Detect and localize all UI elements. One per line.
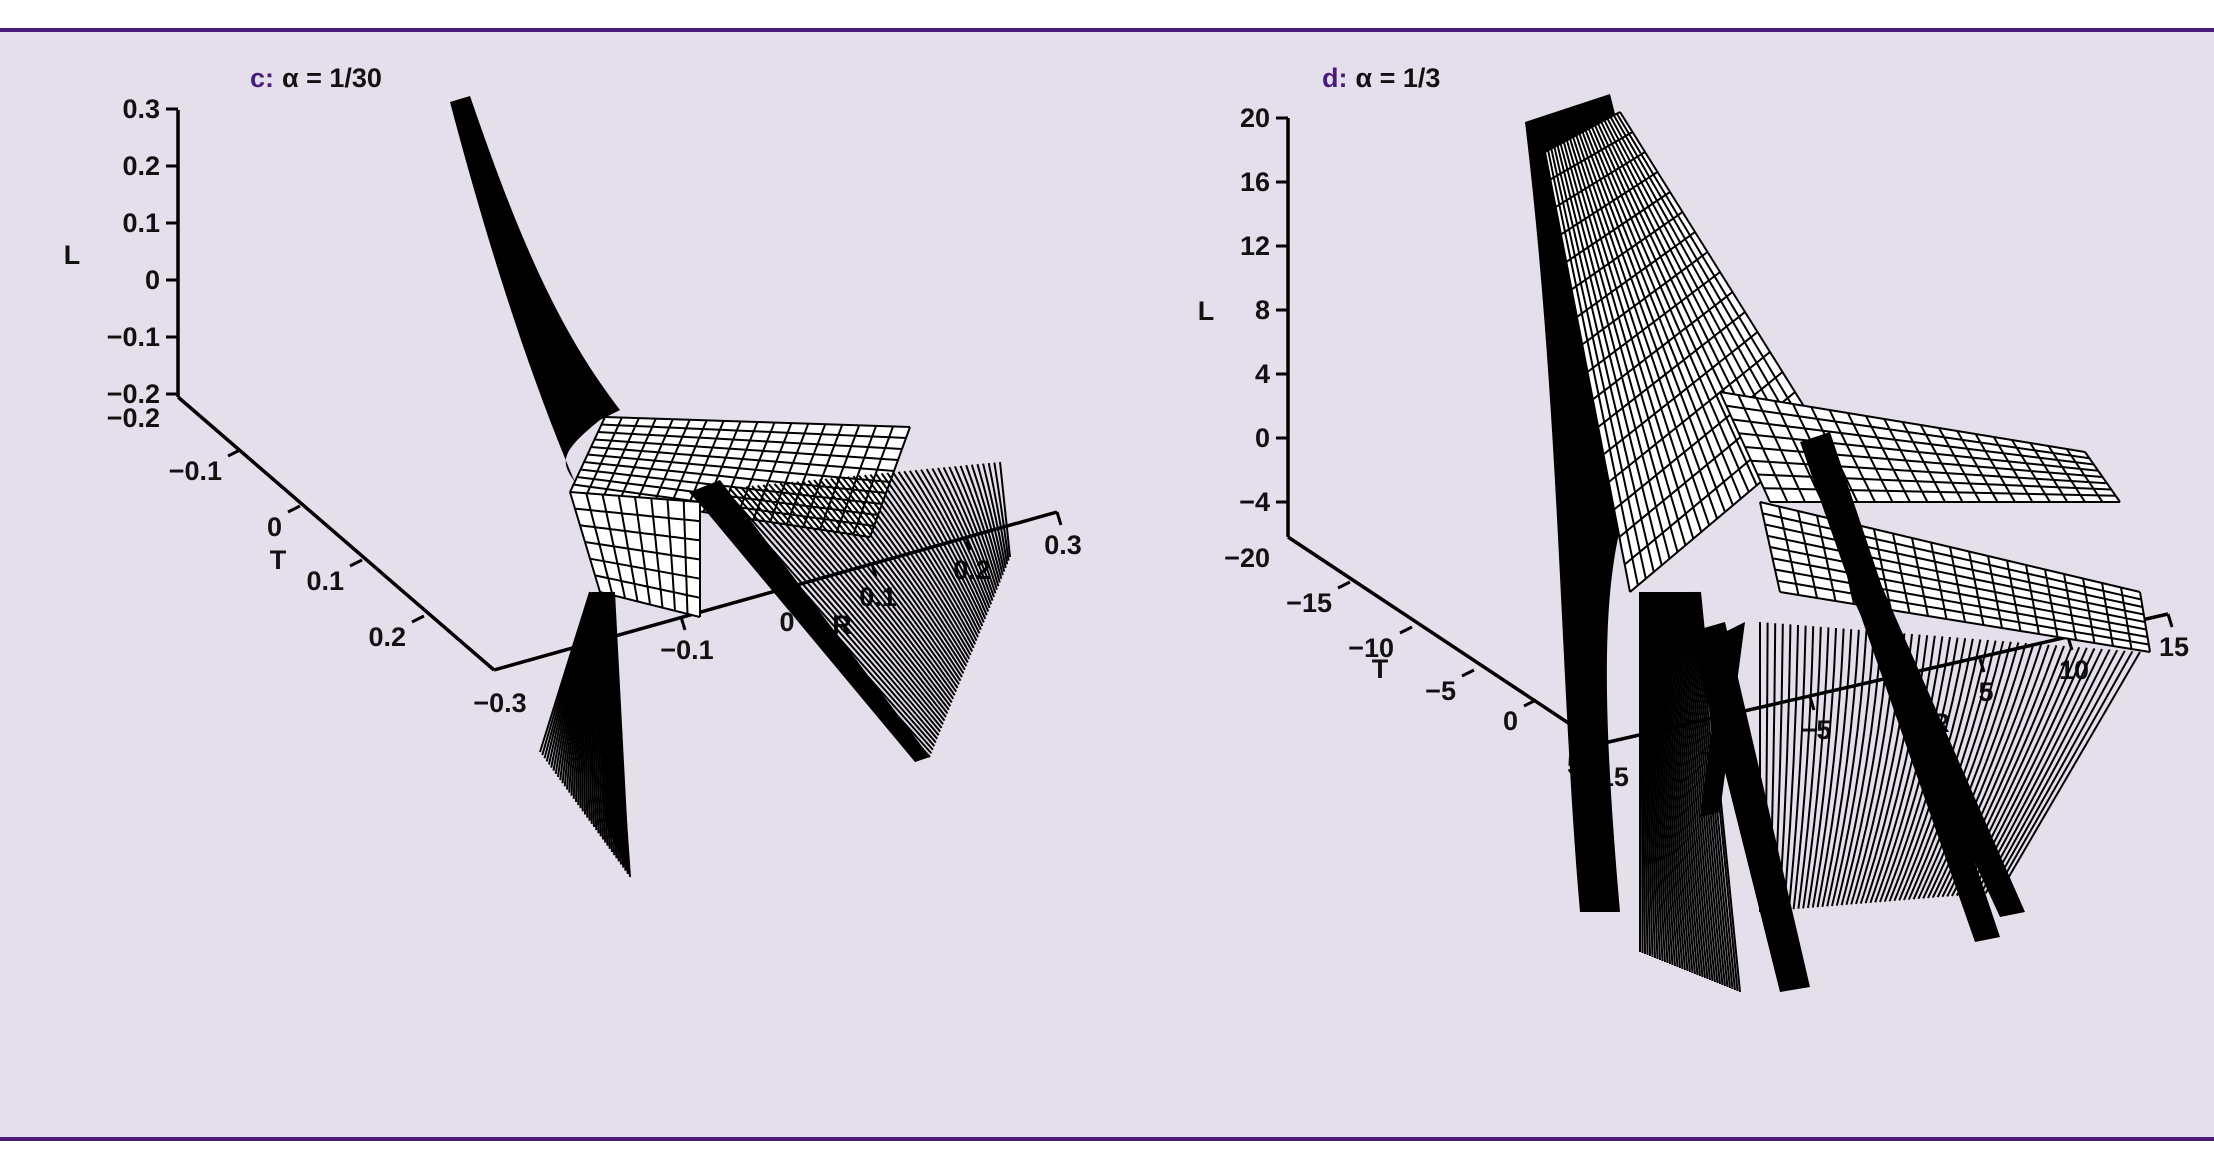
l-tick-label: −0.1: [107, 322, 160, 352]
t-tick-label: −0.2: [107, 403, 160, 433]
r-tick-label: 15: [2159, 632, 2189, 662]
panel-label: d:: [1322, 63, 1347, 93]
chart-c: c: α = 1/30 0.3 0.2 0.1 0 −0.1 −0.2 L −0.2 −0.1 0 0.…: [64, 63, 1082, 878]
l-tick-label: 0: [1255, 423, 1270, 453]
t-tick-label: −15: [1286, 588, 1332, 618]
surface-funnel: [1544, 111, 1821, 593]
surface-left-edge: [592, 592, 630, 877]
l-tick-label: 16: [1240, 167, 1270, 197]
alpha-value: α = 1/30: [282, 63, 382, 93]
l-tick-label: −4: [1239, 487, 1270, 517]
alpha-value: α = 1/3: [1355, 63, 1440, 93]
surface-right-edge: [690, 480, 930, 762]
t-tick-label: −5: [1425, 676, 1456, 706]
r-tick-label: 0.3: [1044, 530, 1082, 560]
t-axis-line: [1287, 535, 1601, 746]
t-tick-label: −10: [1348, 633, 1394, 663]
l-axis-label: L: [64, 240, 81, 270]
l-tick-label: 20: [1240, 103, 1270, 133]
l-tick-label: 0.3: [122, 94, 160, 124]
t-axis-label: T: [270, 545, 287, 575]
chart-d: d:α = 1/3201612840−4L−20−15−10−505T−15−1…: [1198, 63, 2189, 993]
figure-panel: c: α = 1/30 0.3 0.2 0.1 0 −0.1 −0.2 L −0.2 −0.1 0 0.…: [0, 28, 2214, 1141]
t-tick: [1337, 580, 1351, 590]
l-tick-label: 4: [1255, 359, 1270, 389]
t-tick: [411, 614, 425, 624]
figure-svg: c: α = 1/300.30.20.10−0.1−0.2L−0.2−0.100.…: [64, 63, 2189, 993]
r-tick-label: −0.1: [660, 635, 713, 665]
t-tick-label: 0.1: [306, 566, 344, 596]
l-tick-label: 12: [1240, 231, 1270, 261]
l-tick-label: 0.2: [122, 151, 160, 181]
surface-strip-2: [1850, 582, 2025, 917]
t-tick: [227, 448, 241, 458]
t-tick-label: −0.1: [169, 456, 222, 486]
t-tick-label: 0.2: [368, 622, 406, 652]
t-tick: [349, 558, 363, 568]
t-tick: [1399, 625, 1413, 635]
t-tick-label: 0: [1503, 706, 1518, 736]
l-tick-label: 0: [145, 265, 160, 295]
t-tick: [1523, 698, 1537, 708]
r-tick: [1055, 511, 1063, 526]
surface-saddle-lower: [569, 491, 701, 618]
r-tick: [2166, 613, 2174, 628]
t-tick-label: 0: [267, 512, 282, 542]
surface-brim-middle: [1759, 501, 2151, 653]
t-tick: [287, 504, 301, 514]
chart-title: d: α = 1/3: [1322, 63, 1440, 93]
l-tick-label: −0.2: [107, 379, 160, 409]
l-tick-label: 0.1: [122, 208, 160, 238]
surface-stem: [450, 96, 620, 482]
r-tick-label: −0.3: [473, 688, 526, 718]
r-tick: [679, 616, 687, 631]
panel-label: c:: [250, 63, 274, 93]
t-axis-line: [176, 395, 496, 672]
l-axis-label: L: [1198, 296, 1215, 326]
r-tick-label: 0: [779, 607, 794, 637]
l-tick-label: 8: [1255, 295, 1270, 325]
r-tick-label: 5: [1978, 677, 1993, 707]
surface-brim-upper: [1719, 391, 2121, 503]
t-tick: [1461, 668, 1475, 678]
chart-title: c: α = 1/30: [250, 63, 382, 93]
t-axis-label: T: [1372, 654, 1389, 684]
t-tick-label: −20: [1224, 543, 1270, 573]
surface-left-skirt: [1638, 591, 1741, 993]
